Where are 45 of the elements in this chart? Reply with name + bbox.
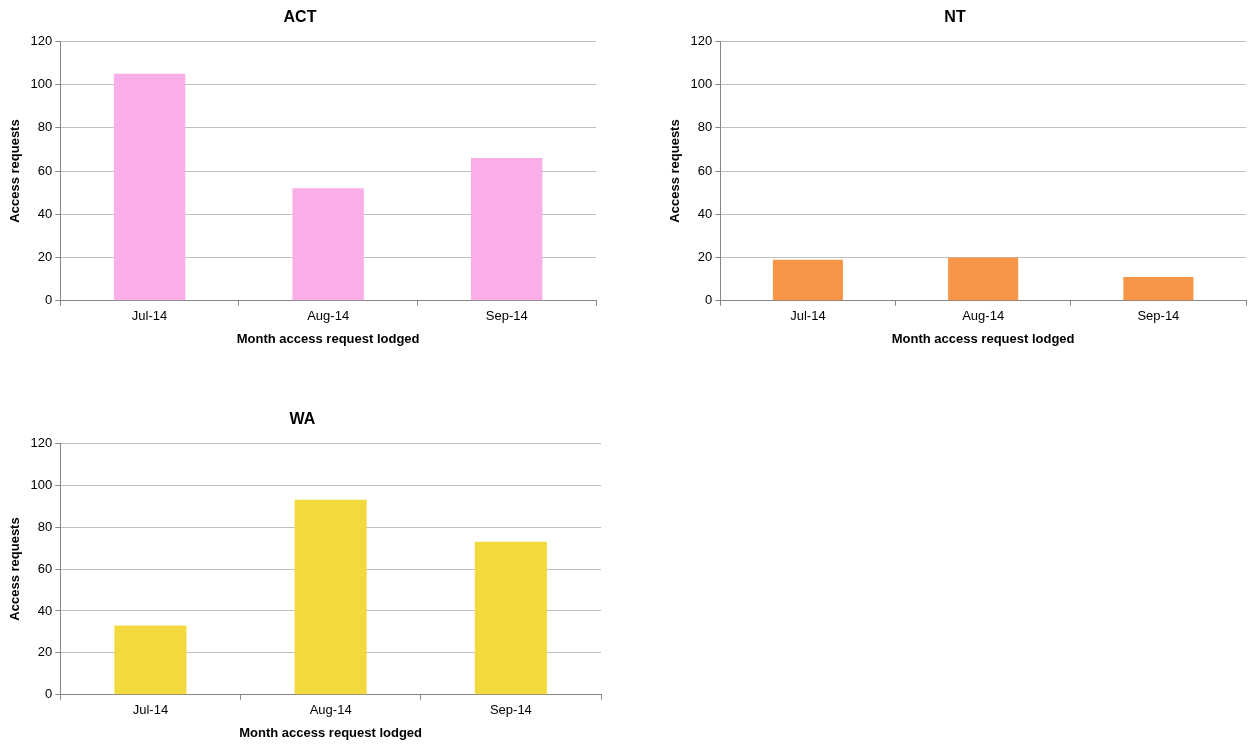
x-tick-label: Jul-14 xyxy=(132,702,169,718)
y-axis-title: Access requests xyxy=(7,517,23,621)
bar xyxy=(113,73,186,301)
y-tick-label: 100 xyxy=(30,76,53,92)
y-tick-label: 100 xyxy=(30,476,53,492)
y-tick-label: 40 xyxy=(697,205,713,221)
y-tick-label: 40 xyxy=(37,602,53,618)
y-tick-label: 120 xyxy=(30,32,53,48)
y-tick-label: 20 xyxy=(37,644,53,660)
x-tick-label: Aug-14 xyxy=(309,702,352,718)
y-tick-label: 60 xyxy=(697,162,713,178)
x-tick-label: Aug-14 xyxy=(307,308,350,324)
x-axis-title: Month access request lodged xyxy=(236,330,420,346)
y-tick-label: 120 xyxy=(690,32,713,48)
x-tick-label: Sep-14 xyxy=(489,702,532,718)
x-axis-title: Month access request lodged xyxy=(891,330,1075,346)
y-tick-label: 40 xyxy=(37,205,53,221)
y-tick-label: 0 xyxy=(45,292,53,308)
bar xyxy=(292,188,364,301)
x-tick-label: Sep-14 xyxy=(485,308,528,324)
x-tick-label: Aug-14 xyxy=(962,308,1005,324)
chart-title: WA xyxy=(289,410,316,428)
x-tick-label: Jul-14 xyxy=(131,308,168,324)
x-tick-label: Jul-14 xyxy=(790,308,826,324)
bar xyxy=(471,158,543,301)
bar xyxy=(474,541,547,695)
chart-title: NT xyxy=(944,8,966,26)
y-tick-label: 80 xyxy=(37,518,53,534)
y-tick-label: 80 xyxy=(697,119,713,135)
y-tick-label: 60 xyxy=(37,162,53,178)
y-tick-label: 20 xyxy=(37,249,53,265)
bar xyxy=(294,499,367,695)
y-tick-label: 0 xyxy=(45,686,53,702)
y-tick-label: 60 xyxy=(37,560,53,576)
y-tick-label: 80 xyxy=(37,119,53,135)
bar xyxy=(114,625,187,695)
y-tick-label: 100 xyxy=(690,76,713,92)
y-tick-label: 120 xyxy=(30,434,53,450)
y-axis-title: Access requests xyxy=(7,119,23,223)
y-tick-label: 20 xyxy=(697,249,713,265)
x-tick-label: Sep-14 xyxy=(1137,308,1180,324)
x-axis-title: Month access request lodged xyxy=(239,724,423,740)
y-axis-title: Access requests xyxy=(667,119,683,223)
y-tick-label: 0 xyxy=(705,292,713,308)
chart-title: ACT xyxy=(283,8,317,26)
